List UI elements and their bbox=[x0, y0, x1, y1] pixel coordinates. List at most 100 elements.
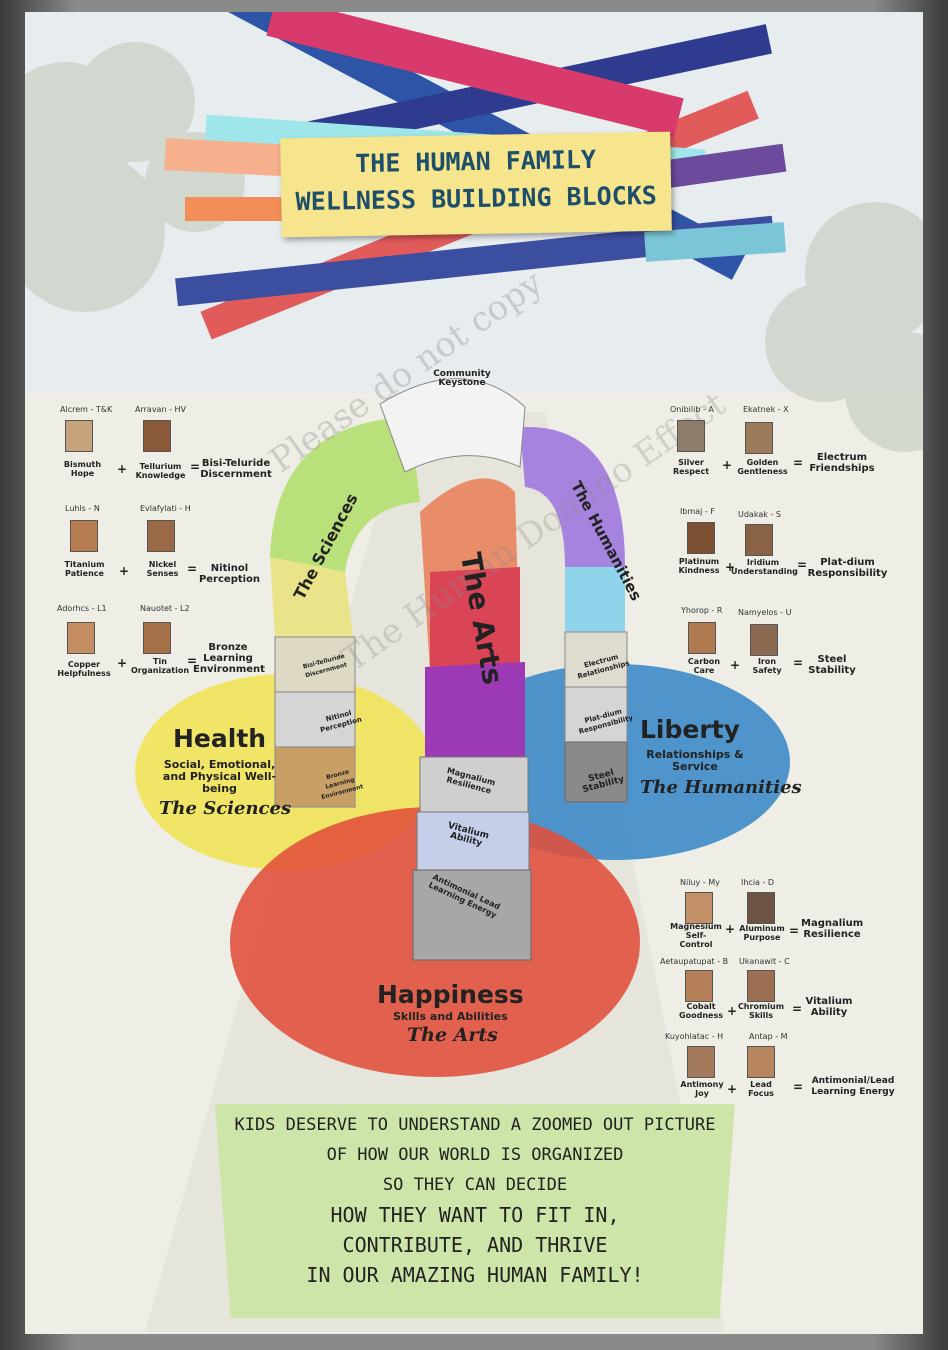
footer-banner: KIDS DESERVE TO UNDERSTAND A ZOOMED OUT … bbox=[215, 1104, 735, 1318]
portrait-name: Adorhcs - L1 bbox=[57, 604, 107, 613]
title-line-2: WELLNESS BUILDING BLOCKS bbox=[295, 180, 658, 217]
portrait-name: Aetaupatupat - B bbox=[660, 957, 729, 966]
trait-b: Tellurium Knowledge bbox=[135, 462, 186, 480]
trait-a: Titanium Patience bbox=[64, 560, 105, 578]
portrait-avatar bbox=[685, 970, 713, 1002]
portrait-name: Antap - M bbox=[749, 1032, 788, 1041]
trait-b: Aluminum Purpose bbox=[739, 924, 785, 942]
trait-a: Bismuth Hope bbox=[63, 460, 102, 478]
portrait-name: Namyelos - U bbox=[738, 608, 792, 617]
trait-result: Electrum Friendships bbox=[809, 452, 875, 474]
trait-b: Chromium Skills bbox=[737, 1002, 785, 1020]
plus-sign: + bbox=[727, 1004, 738, 1018]
portrait-name: Alcrem - T&K bbox=[60, 405, 113, 414]
portrait-name: Udakak - S bbox=[738, 510, 781, 519]
portrait-avatar bbox=[687, 522, 715, 554]
portrait-avatar bbox=[745, 422, 773, 454]
footer-line-1: KIDS DESERVE TO UNDERSTAND A ZOOMED OUT … bbox=[234, 1115, 716, 1135]
trait-a: Cobalt Goodness bbox=[679, 1002, 723, 1020]
trait-a: Copper Helpfulness bbox=[57, 660, 111, 678]
portrait-avatar bbox=[747, 970, 775, 1002]
equals-sign: = bbox=[190, 460, 201, 474]
footer-line-3: SO THEY CAN DECIDE bbox=[382, 1175, 568, 1195]
portrait-avatar bbox=[750, 624, 778, 656]
portrait-name: Ukanawit - C bbox=[739, 957, 790, 966]
equals-sign: = bbox=[797, 558, 808, 572]
portrait-avatar bbox=[688, 622, 716, 654]
happiness-field: The Arts bbox=[407, 1024, 498, 1046]
portrait-avatar bbox=[147, 520, 175, 552]
trait-result: Vitalium Ability bbox=[805, 996, 853, 1018]
trait-b: Tin Organization bbox=[130, 657, 190, 675]
plus-sign: + bbox=[725, 922, 736, 936]
trait-a: Silver Respect bbox=[672, 458, 710, 476]
footer-line-2: OF HOW OUR WORLD IS ORGANIZED bbox=[326, 1145, 624, 1165]
portrait-avatar bbox=[65, 420, 93, 452]
health-field: The Sciences bbox=[159, 798, 292, 819]
equals-sign: = bbox=[187, 562, 198, 576]
plus-sign: + bbox=[730, 658, 741, 672]
plus-sign: + bbox=[727, 1082, 738, 1096]
portrait-name: Ihcia - D bbox=[741, 878, 775, 887]
portrait-avatar bbox=[67, 622, 95, 654]
liberty-field: The Humanities bbox=[640, 777, 802, 798]
portrait-avatar bbox=[747, 1046, 775, 1078]
footer-line-4: HOW THEY WANT TO FIT IN, bbox=[330, 1203, 620, 1227]
keystone-label: Community Keystone bbox=[433, 369, 491, 388]
trait-result: Magnalium Resilience bbox=[801, 918, 864, 940]
plus-sign: + bbox=[722, 458, 733, 472]
portrait-name: Nauotet - L2 bbox=[140, 604, 190, 613]
tree-right-icon bbox=[765, 202, 923, 452]
equals-sign: = bbox=[793, 656, 804, 670]
portrait-name: Ekatnek - X bbox=[743, 405, 789, 414]
portrait-name: Kuyohlatac - H bbox=[665, 1032, 724, 1041]
happiness-title: Happiness bbox=[377, 980, 524, 1009]
trait-b: Golden Gentleness bbox=[737, 458, 788, 476]
trait-b: Iron Safety bbox=[752, 657, 782, 675]
liberty-title: Liberty bbox=[640, 715, 740, 744]
health-sub: Social, Emotional, and Physical Well-bei… bbox=[162, 758, 277, 795]
liberty-sub: Relationships & Service bbox=[646, 748, 744, 773]
trait-result: Nitinol Perception bbox=[198, 563, 261, 585]
trait-result: Antimonial/Lead Learning Energy bbox=[811, 1076, 895, 1097]
title-card: THE HUMAN FAMILY WELLNESS BUILDING BLOCK… bbox=[280, 131, 672, 238]
plus-sign: + bbox=[119, 564, 130, 578]
title-line-1: THE HUMAN FAMILY bbox=[354, 144, 597, 179]
footer-line-6: IN OUR AMAZING HUMAN FAMILY! bbox=[306, 1263, 644, 1287]
portrait-avatar bbox=[70, 520, 98, 552]
portrait-avatar bbox=[143, 622, 171, 654]
poster: Please do not copy The Human Domino Effe… bbox=[25, 12, 923, 1334]
plus-sign: + bbox=[117, 656, 128, 670]
portrait-avatar bbox=[677, 420, 705, 452]
portrait-avatar bbox=[747, 892, 775, 924]
portrait-name: Niluy - My bbox=[680, 878, 720, 887]
portrait-name: Evlafylati - H bbox=[140, 504, 191, 513]
equals-sign: = bbox=[789, 924, 800, 938]
poster-artwork bbox=[25, 12, 923, 1334]
portrait-name: Yhorop - R bbox=[681, 606, 723, 615]
portrait-avatar bbox=[687, 1046, 715, 1078]
equals-sign: = bbox=[793, 1080, 804, 1094]
trait-result: Steel Stability bbox=[808, 654, 856, 676]
plus-sign: + bbox=[725, 560, 736, 574]
footer-line-5: CONTRIBUTE, AND THRIVE bbox=[342, 1233, 608, 1257]
trait-result: Bisi-Teluride Discernment bbox=[200, 458, 272, 480]
equals-sign: = bbox=[793, 456, 804, 470]
health-title: Health bbox=[173, 724, 267, 753]
trait-a: Platinum Kindness bbox=[678, 557, 720, 575]
portrait-avatar bbox=[685, 892, 713, 924]
equals-sign: = bbox=[187, 654, 198, 668]
portrait-avatar bbox=[143, 420, 171, 452]
trait-b: Iridium Understanding bbox=[731, 558, 798, 576]
portrait-name: Luhls - N bbox=[65, 504, 100, 513]
trait-b: Lead Focus bbox=[748, 1080, 774, 1098]
portrait-name: Arravan - HV bbox=[135, 405, 186, 414]
trait-b: Nickel Senses bbox=[146, 560, 179, 578]
trait-result: Plat-dium Responsibility bbox=[807, 557, 888, 579]
trait-a: Antimony Joy bbox=[680, 1080, 724, 1098]
trait-result: Bronze Learning Environment bbox=[193, 642, 265, 675]
trait-a: Magnesium Self-Control bbox=[670, 922, 722, 949]
trait-a: Carbon Care bbox=[687, 657, 721, 675]
plus-sign: + bbox=[117, 462, 128, 476]
happiness-sub: Skills and Abilities bbox=[393, 1010, 508, 1023]
